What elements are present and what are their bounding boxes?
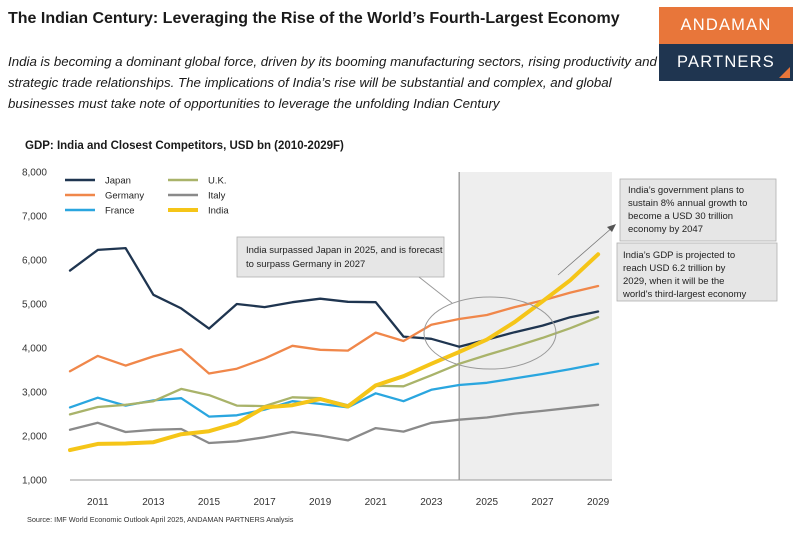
series-line-italy <box>68 403 600 445</box>
annotation-2047-line-4: economy by 2047 <box>628 224 703 235</box>
x-tick-label: 2023 <box>420 497 443 508</box>
y-tick-label: 3,000 <box>22 388 47 399</box>
annotation-surpass-line-2: to surpass Germany in 2027 <box>246 259 365 270</box>
series-line-japan <box>68 246 600 348</box>
annotation-2029: India’s GDP is projected to reach USD 6.… <box>616 242 778 302</box>
annotation-2047-arrow <box>557 226 614 276</box>
source-note: Source: IMF World Economic Outlook April… <box>27 515 294 524</box>
x-tick-label: 2017 <box>253 497 276 508</box>
series-line-india <box>68 252 601 453</box>
logo-bottom-band: PARTNERS <box>659 44 793 81</box>
annotation-2047-line-2: sustain 8% annual growth to <box>628 198 747 209</box>
annotation-2029-line-4: world's third-largest economy <box>622 289 746 300</box>
series-line-germany <box>68 284 600 375</box>
annotation-surpass: India surpassed Japan in 2025, and is fo… <box>236 236 445 278</box>
legend-label-germany: Germany <box>105 191 144 202</box>
annotation-2029-line-3: 2029, when it will be the <box>623 276 724 287</box>
logo-line-2: PARTNERS <box>677 53 775 71</box>
annotation-2047: India’s government plans to sustain 8% a… <box>619 178 777 242</box>
x-tick-label: 2015 <box>198 497 221 508</box>
legend-label-india: India <box>208 206 229 217</box>
andaman-partners-logo: ANDAMAN PARTNERS <box>659 7 793 81</box>
annotation-2047-line-1: India’s government plans to <box>628 185 744 196</box>
y-tick-label: 4,000 <box>22 344 47 355</box>
legend-label-france: France <box>105 206 135 217</box>
legend-label-uk: U.K. <box>208 176 226 187</box>
logo-line-1: ANDAMAN <box>680 16 772 34</box>
chart-title: GDP: India and Closest Competitors, USD … <box>25 140 344 152</box>
x-tick-label: 2013 <box>142 497 165 508</box>
annotation-2029-line-1: India’s GDP is projected to <box>623 250 735 261</box>
x-tick-label: 2011 <box>87 497 109 508</box>
y-tick-label: 8,000 <box>22 168 47 179</box>
y-tick-label: 6,000 <box>22 256 47 267</box>
annotation-highlight-ellipse <box>423 296 557 370</box>
forecast-shaded-region <box>459 172 612 480</box>
x-tick-label: 2029 <box>587 497 610 508</box>
y-tick-label: 5,000 <box>22 300 47 311</box>
annotation-2047-arrowhead <box>607 224 616 232</box>
legend-label-japan: Japan <box>105 176 131 187</box>
x-tick-label: 2019 <box>309 497 332 508</box>
y-tick-label: 2,000 <box>22 432 47 443</box>
logo-top-band: ANDAMAN <box>659 7 793 44</box>
logo-triangle-mark <box>779 67 790 78</box>
annotation-2047-line-3: become a USD 30 trillion <box>628 211 733 222</box>
annotation-2029-line-2: reach USD 6.2 trillion by <box>623 263 726 274</box>
page-subtitle: India is becoming a dominant global forc… <box>8 54 657 111</box>
annotation-connector <box>418 276 453 304</box>
y-tick-label: 7,000 <box>22 212 47 223</box>
annotation-surpass-line-1: India surpassed Japan in 2025, and is fo… <box>246 245 443 256</box>
x-tick-label: 2025 <box>476 497 499 508</box>
legend-label-italy: Italy <box>208 191 226 202</box>
page-title: The Indian Century: Leveraging the Rise … <box>8 10 620 27</box>
x-tick-label: 2027 <box>531 497 554 508</box>
x-tick-label: 2021 <box>365 497 388 508</box>
y-tick-label: 1,000 <box>22 476 47 487</box>
